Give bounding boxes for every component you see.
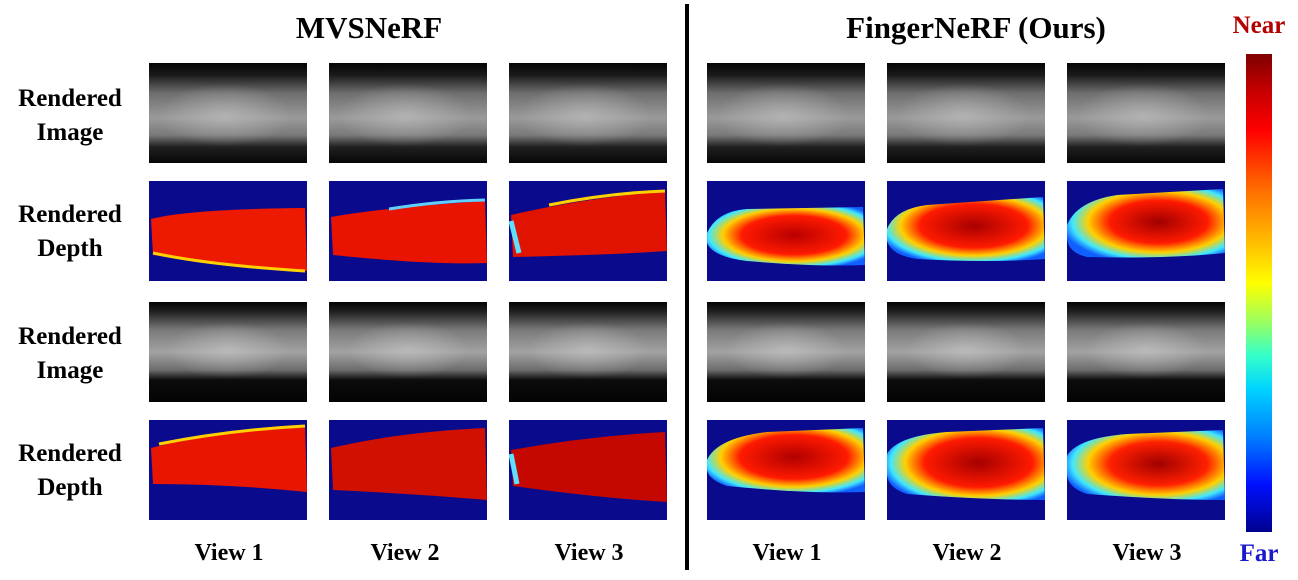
fingernerf-depth-row2-view1 [707, 181, 865, 281]
mvsnerf-depth-row4-view3 [509, 420, 667, 520]
mvsnerf-depth-row4-view2 [329, 420, 487, 520]
section-divider [685, 4, 689, 570]
row-label-2-line-2: Depth [37, 235, 103, 262]
colorbar-near-label: Near [1232, 12, 1286, 39]
row-label-3-line-2: Image [36, 357, 104, 384]
row-label-1-line-2: Image [36, 119, 104, 146]
mvsnerf-image-row3-view3 [509, 302, 667, 402]
fingernerf-depth-row2-view2 [887, 181, 1045, 281]
column-label-fingernerf-view3: View 3 [1112, 540, 1182, 566]
mvsnerf-title: MVSNeRF [295, 10, 443, 45]
fingernerf-image-row1-view1 [707, 63, 865, 163]
column-label-fingernerf-view1: View 1 [752, 540, 822, 566]
column-label-mvsnerf-view3: View 3 [554, 540, 624, 566]
row-label-1: Rendered Image [0, 82, 140, 150]
fingernerf-image-row3-view2 [887, 302, 1045, 402]
mvsnerf-image-row1-view3 [509, 63, 667, 163]
mvsnerf-image-row3-view2 [329, 302, 487, 402]
fingernerf-image-row1-view2 [887, 63, 1045, 163]
depth-colorbar [1246, 54, 1272, 532]
mvsnerf-image-row1-view1 [149, 63, 307, 163]
row-label-2: Rendered Depth [0, 198, 140, 266]
row-label-3: Rendered Image [0, 320, 140, 388]
fingernerf-title: FingerNeRF (Ours) [846, 10, 1106, 45]
row-label-3-line-1: Rendered [18, 323, 122, 350]
column-label-mvsnerf-view1: View 1 [194, 540, 264, 566]
row-label-4-line-1: Rendered [18, 440, 122, 467]
fingernerf-depth-row2-view3 [1067, 181, 1225, 281]
fingernerf-image-row3-view3 [1067, 302, 1225, 402]
mvsnerf-depth-row2-view1 [149, 181, 307, 281]
mvsnerf-image-row3-view1 [149, 302, 307, 402]
fingernerf-depth-row4-view3 [1067, 420, 1225, 520]
fingernerf-image-row3-view1 [707, 302, 865, 402]
row-label-1-line-1: Rendered [18, 85, 122, 112]
fingernerf-depth-row4-view1 [707, 420, 865, 520]
mvsnerf-image-row1-view2 [329, 63, 487, 163]
colorbar-far-label: Far [1239, 540, 1279, 567]
column-label-mvsnerf-view2: View 2 [370, 540, 440, 566]
fingernerf-depth-row4-view2 [887, 420, 1045, 520]
mvsnerf-depth-row2-view3 [509, 181, 667, 281]
mvsnerf-depth-row4-view1 [149, 420, 307, 520]
row-label-2-line-1: Rendered [18, 201, 122, 228]
column-label-fingernerf-view2: View 2 [932, 540, 1002, 566]
fingernerf-image-row1-view3 [1067, 63, 1225, 163]
row-label-4-line-2: Depth [37, 474, 103, 501]
row-label-4: Rendered Depth [0, 437, 140, 505]
mvsnerf-depth-row2-view2 [329, 181, 487, 281]
